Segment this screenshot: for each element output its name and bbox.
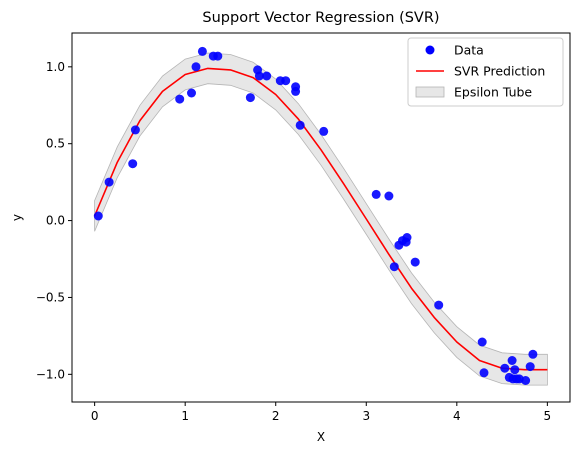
data-point: [510, 365, 520, 375]
data-point: [295, 120, 305, 130]
y-tick-label: 0.5: [46, 137, 65, 151]
data-point: [254, 71, 264, 81]
y-tick-label: 1.0: [46, 60, 65, 74]
data-point: [521, 376, 531, 385]
legend: Data SVR Prediction Epsilon Tube: [407, 37, 564, 107]
data-point: [281, 76, 291, 86]
legend-label: Data: [454, 43, 484, 58]
data-point: [128, 159, 138, 169]
data-point: [500, 363, 510, 373]
epsilon-tube-band: [94, 52, 548, 386]
data-point: [175, 94, 185, 104]
chart-title: Support Vector Regression (SVR): [202, 10, 439, 26]
data-point: [191, 62, 201, 72]
x-tick-label: 4: [453, 409, 461, 423]
legend-marker-tube: [415, 86, 445, 98]
data-point: [104, 177, 114, 187]
data-point: [187, 88, 196, 98]
data-point: [528, 349, 538, 359]
y-axis-label: y: [10, 214, 24, 221]
data-point: [402, 233, 412, 242]
data-point: [130, 125, 140, 135]
data-point: [410, 257, 420, 267]
data-point: [93, 211, 103, 221]
x-axis-label: X: [317, 430, 325, 444]
data-point: [525, 362, 535, 372]
svr-prediction-line: [93, 67, 548, 371]
data-point: [213, 51, 223, 61]
epsilon-band-layer: [94, 52, 548, 386]
legend-label: Epsilon Tube: [454, 85, 532, 100]
x-tick-label: 2: [272, 409, 280, 423]
x-tick-label: 0: [91, 409, 99, 423]
data-point: [291, 86, 301, 96]
data-point: [371, 189, 381, 199]
data-point: [477, 337, 487, 347]
x-tick-label: 3: [362, 409, 370, 423]
data-point: [245, 93, 255, 103]
x-tick-label: 5: [544, 409, 552, 423]
data-points-layer: [93, 46, 538, 385]
data-point: [384, 191, 394, 201]
data-point: [197, 46, 207, 56]
x-tick-label: 1: [181, 409, 189, 423]
y-tick-label: 0.0: [46, 214, 65, 228]
data-point: [434, 300, 444, 310]
data-point: [319, 126, 329, 136]
legend-marker-data: [425, 45, 435, 55]
plot-frame: [71, 32, 571, 403]
y-axis-ticks: −1.0 −0.5 0.0 0.5 1.0: [36, 60, 72, 381]
y-tick-label: −1.0: [36, 367, 65, 381]
legend-label: SVR Prediction: [454, 64, 545, 79]
data-point: [389, 262, 399, 272]
data-point: [479, 368, 489, 378]
data-point: [262, 71, 272, 81]
legend-box: [407, 37, 564, 107]
x-axis-ticks: 0 1 2 3 4 5: [91, 402, 551, 423]
prediction-line-layer: [93, 67, 548, 371]
data-point: [507, 356, 517, 365]
y-tick-label: −0.5: [36, 290, 65, 304]
